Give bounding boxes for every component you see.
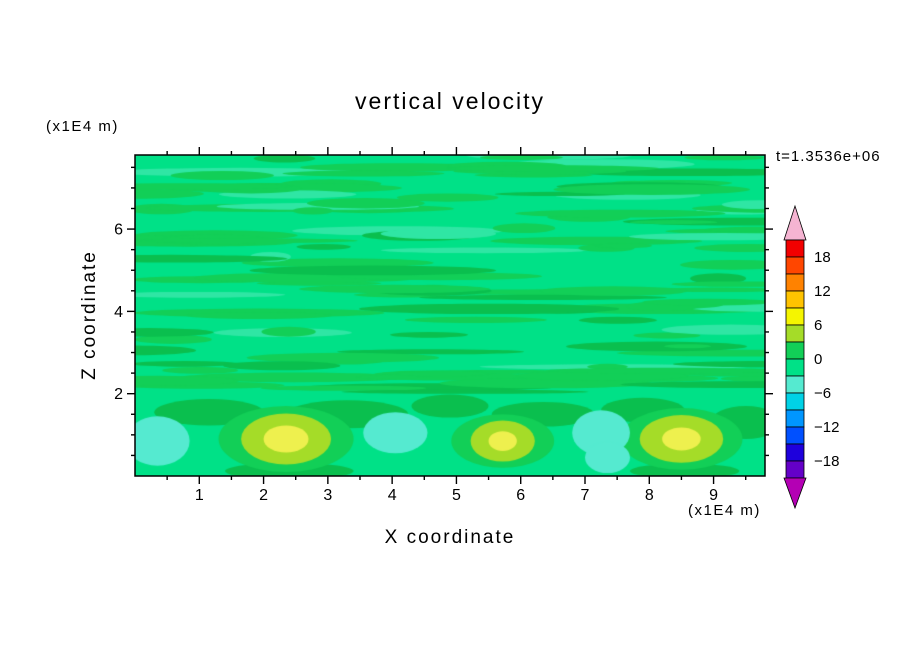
colorbar-tick-label: 6 (814, 317, 822, 334)
x-axis-title: X coordinate (384, 527, 516, 548)
y-tick-label: 4 (114, 304, 123, 321)
colorbar-tick-label: 12 (814, 283, 831, 300)
y-axis-title: Z coordinate (79, 250, 100, 380)
colorbar-segment (785, 375, 805, 394)
colorbar-tick-label: 18 (814, 249, 831, 266)
x-tick-label: 1 (195, 487, 204, 504)
colorbar-segment (785, 307, 805, 326)
x-tick-label: 5 (452, 487, 461, 504)
x-tick-label: 4 (388, 487, 397, 504)
chart-title: vertical velocity (355, 88, 545, 114)
contour-field (135, 155, 765, 476)
colorbar-tick-label: −18 (814, 453, 839, 470)
x-tick-label: 7 (581, 487, 590, 504)
colorbar-segment (785, 341, 805, 360)
x-tick-label: 6 (516, 487, 525, 504)
x-tick-label: 2 (259, 487, 268, 504)
colorbar-segment (785, 324, 805, 343)
y-axis-units-label: (x1E4 m) (46, 118, 119, 135)
colorbar-top-arrow (783, 204, 807, 241)
colorbar-segment (785, 409, 805, 428)
colorbar-tick-label: −12 (814, 419, 839, 436)
colorbar-segment (785, 239, 805, 258)
colorbar-bottom-arrow (783, 477, 807, 510)
x-tick-label: 3 (323, 487, 332, 504)
colorbar-tick-label: 0 (814, 351, 822, 368)
time-annotation: t=1.3536e+06 (776, 148, 881, 165)
colorbar-segment (785, 392, 805, 411)
colorbar-segment (785, 358, 805, 377)
y-tick-label: 6 (114, 222, 123, 239)
y-tick-label: 2 (114, 386, 123, 403)
colorbar-segment (785, 443, 805, 462)
colorbar-segment (785, 426, 805, 445)
colorbar: 18 12 6 0 −6 −12 −18 (783, 204, 839, 510)
x-tick-label: 8 (645, 487, 654, 504)
colorbar-segment (785, 460, 805, 479)
colorbar-tick-label: −6 (814, 385, 831, 402)
colorbar-segment (785, 290, 805, 309)
colorbar-segment (785, 273, 805, 292)
colorbar-segment (785, 256, 805, 275)
x-axis-units-label: (x1E4 m) (688, 502, 761, 519)
